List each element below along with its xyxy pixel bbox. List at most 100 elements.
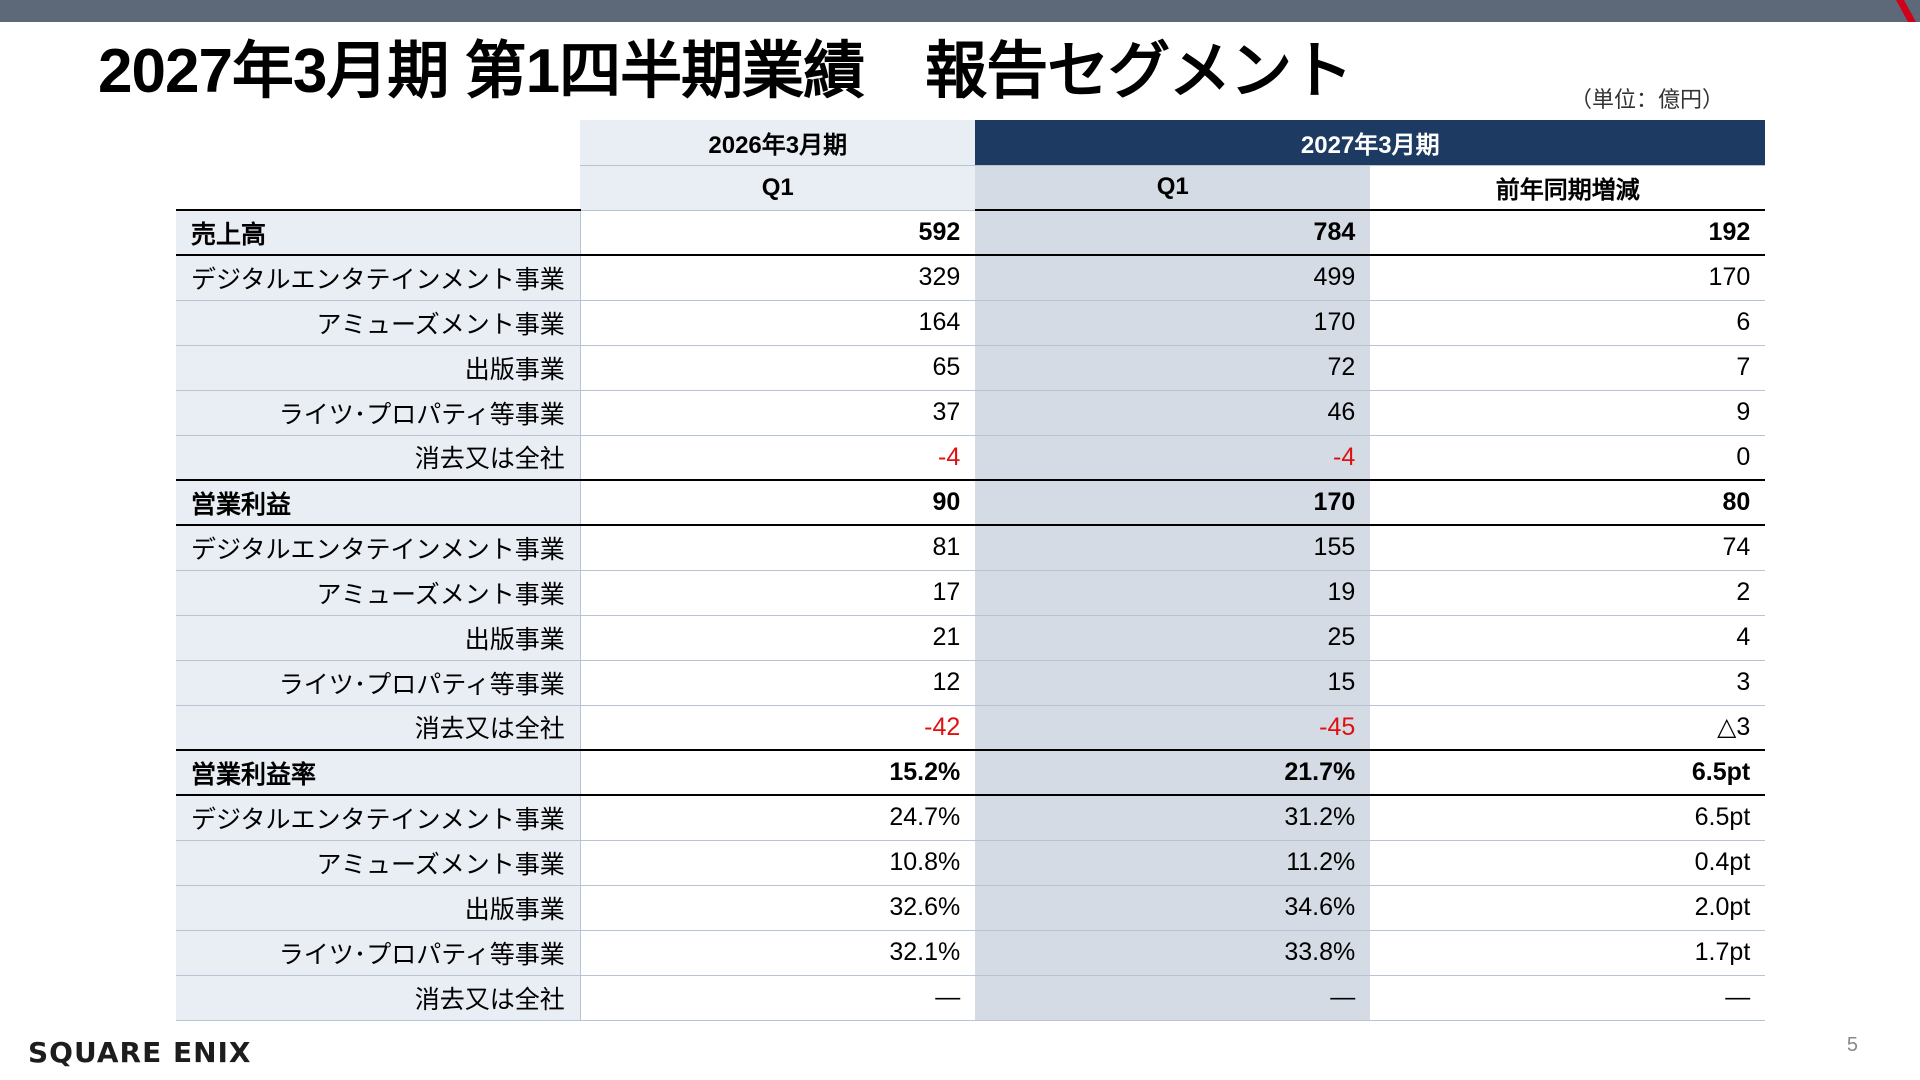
value-cell-v3: 80 <box>1370 480 1766 526</box>
value-cell-v3: 6.5pt <box>1370 750 1766 796</box>
row-label: デジタルエンタテインメント事業 <box>176 525 581 571</box>
unit-note: （単位：億円） <box>1570 87 1725 112</box>
row-label: デジタルエンタテインメント事業 <box>176 255 581 301</box>
value-cell-v1: 24.7% <box>579 795 976 841</box>
value-cell-v2: 25 <box>975 615 1371 661</box>
value-cell-v2: 21.7% <box>975 750 1371 796</box>
value-cell-v2: 33.8% <box>975 930 1371 976</box>
header-empty-cell <box>176 165 581 211</box>
row-label: ライツ･プロパティ等事業 <box>176 390 581 436</box>
value-cell-v1: 592 <box>579 210 976 256</box>
value-cell-v2: 15 <box>975 660 1371 706</box>
value-cell-v3: 6.5pt <box>1370 795 1766 841</box>
row-label: 営業利益 <box>176 480 581 526</box>
table-row: アミューズメント事業 10.8% 11.2% 0.4pt <box>176 840 1766 886</box>
value-cell-v2: -4 <box>975 435 1371 481</box>
value-cell-v3: 9 <box>1370 390 1766 436</box>
row-label: 出版事業 <box>176 885 581 931</box>
value-cell-v1: 32.6% <box>579 885 976 931</box>
row-label: 出版事業 <box>176 615 581 661</box>
header-q1-prev: Q1 <box>580 165 976 211</box>
header-period-prev: 2026年3月期 <box>580 120 976 166</box>
table-row-major: 営業利益 90 170 80 <box>176 480 1766 526</box>
row-label: 消去又は全社 <box>176 975 581 1021</box>
value-cell-v1: ― <box>579 975 976 1021</box>
value-cell-v1: -4 <box>579 435 976 481</box>
row-label: ライツ･プロパティ等事業 <box>176 660 581 706</box>
value-cell-v1: 17 <box>579 570 976 616</box>
value-cell-v1: 12 <box>579 660 976 706</box>
row-label: 消去又は全社 <box>176 705 581 751</box>
table-row: 出版事業 65 72 7 <box>176 345 1766 391</box>
value-cell-v2: 11.2% <box>975 840 1371 886</box>
table-row-major: 営業利益率 15.2% 21.7% 6.5pt <box>176 750 1766 796</box>
value-cell-v1: 21 <box>579 615 976 661</box>
value-cell-v2: 19 <box>975 570 1371 616</box>
value-cell-v1: -42 <box>579 705 976 751</box>
row-label: アミューズメント事業 <box>176 840 581 886</box>
value-cell-v3: 6 <box>1370 300 1766 346</box>
row-label: デジタルエンタテインメント事業 <box>176 795 581 841</box>
value-cell-v3: 2.0pt <box>1370 885 1766 931</box>
value-cell-v3: 4 <box>1370 615 1766 661</box>
page-number: 5 <box>1846 1034 1858 1056</box>
table-row: デジタルエンタテインメント事業 329 499 170 <box>176 255 1766 301</box>
table-row-major: 売上高 592 784 192 <box>176 210 1766 256</box>
table-row: 消去又は全社 -4 -4 0 <box>176 435 1766 481</box>
header-row-period: 2026年3月期 2027年3月期 <box>176 120 1766 166</box>
row-label: 売上高 <box>176 210 581 256</box>
table-row: 消去又は全社 -42 -45 △3 <box>176 705 1766 751</box>
table-row: デジタルエンタテインメント事業 24.7% 31.2% 6.5pt <box>176 795 1766 841</box>
header-period-curr: 2027年3月期 <box>975 120 1766 166</box>
value-cell-v3: 170 <box>1370 255 1766 301</box>
value-cell-v3: 3 <box>1370 660 1766 706</box>
value-cell-v2: -45 <box>975 705 1371 751</box>
page-title: 2027年3月期 第1四半期業績 報告セグメント <box>98 37 1353 106</box>
value-cell-v1: 81 <box>579 525 976 571</box>
table-row: アミューズメント事業 164 170 6 <box>176 300 1766 346</box>
row-label: アミューズメント事業 <box>176 570 581 616</box>
table-row: ライツ･プロパティ等事業 32.1% 33.8% 1.7pt <box>176 930 1766 976</box>
header-diff: 前年同期増減 <box>1370 165 1766 211</box>
brand-accent-icon <box>1896 0 1916 22</box>
value-cell-v1: 65 <box>579 345 976 391</box>
value-cell-v1: 32.1% <box>579 930 976 976</box>
value-cell-v3: 1.7pt <box>1370 930 1766 976</box>
value-cell-v1: 37 <box>579 390 976 436</box>
table-row: 出版事業 21 25 4 <box>176 615 1766 661</box>
segment-table: 2026年3月期 2027年3月期 Q1 Q1 前年同期増減 売上高 592 784… <box>176 120 1766 1021</box>
value-cell-v1: 329 <box>579 255 976 301</box>
value-cell-v3: 192 <box>1370 210 1766 256</box>
value-cell-v2: 72 <box>975 345 1371 391</box>
top-bar <box>0 0 1920 22</box>
value-cell-v2: 155 <box>975 525 1371 571</box>
row-label: ライツ･プロパティ等事業 <box>176 930 581 976</box>
value-cell-v3: 0 <box>1370 435 1766 481</box>
value-cell-v2: ― <box>975 975 1371 1021</box>
value-cell-v3: 74 <box>1370 525 1766 571</box>
value-cell-v2: 170 <box>975 300 1371 346</box>
table-row: デジタルエンタテインメント事業 81 155 74 <box>176 525 1766 571</box>
value-cell-v2: 499 <box>975 255 1371 301</box>
table-row: アミューズメント事業 17 19 2 <box>176 570 1766 616</box>
table-row: ライツ･プロパティ等事業 37 46 9 <box>176 390 1766 436</box>
table-row: 出版事業 32.6% 34.6% 2.0pt <box>176 885 1766 931</box>
table-row: 消去又は全社 ― ― ― <box>176 975 1766 1021</box>
value-cell-v1: 90 <box>579 480 976 526</box>
value-cell-v3: △3 <box>1370 705 1766 751</box>
row-label: 営業利益率 <box>176 750 581 796</box>
value-cell-v1: 15.2% <box>579 750 976 796</box>
value-cell-v2: 784 <box>975 210 1371 256</box>
value-cell-v3: 0.4pt <box>1370 840 1766 886</box>
value-cell-v3: 2 <box>1370 570 1766 616</box>
value-cell-v2: 31.2% <box>975 795 1371 841</box>
value-cell-v2: 34.6% <box>975 885 1371 931</box>
row-label: 出版事業 <box>176 345 581 391</box>
row-label: アミューズメント事業 <box>176 300 581 346</box>
row-label: 消去又は全社 <box>176 435 581 481</box>
table-row: ライツ･プロパティ等事業 12 15 3 <box>176 660 1766 706</box>
square-enix-logo: SQUARE ENIX <box>28 1036 252 1069</box>
value-cell-v1: 10.8% <box>579 840 976 886</box>
value-cell-v2: 46 <box>975 390 1371 436</box>
value-cell-v3: ― <box>1370 975 1766 1021</box>
